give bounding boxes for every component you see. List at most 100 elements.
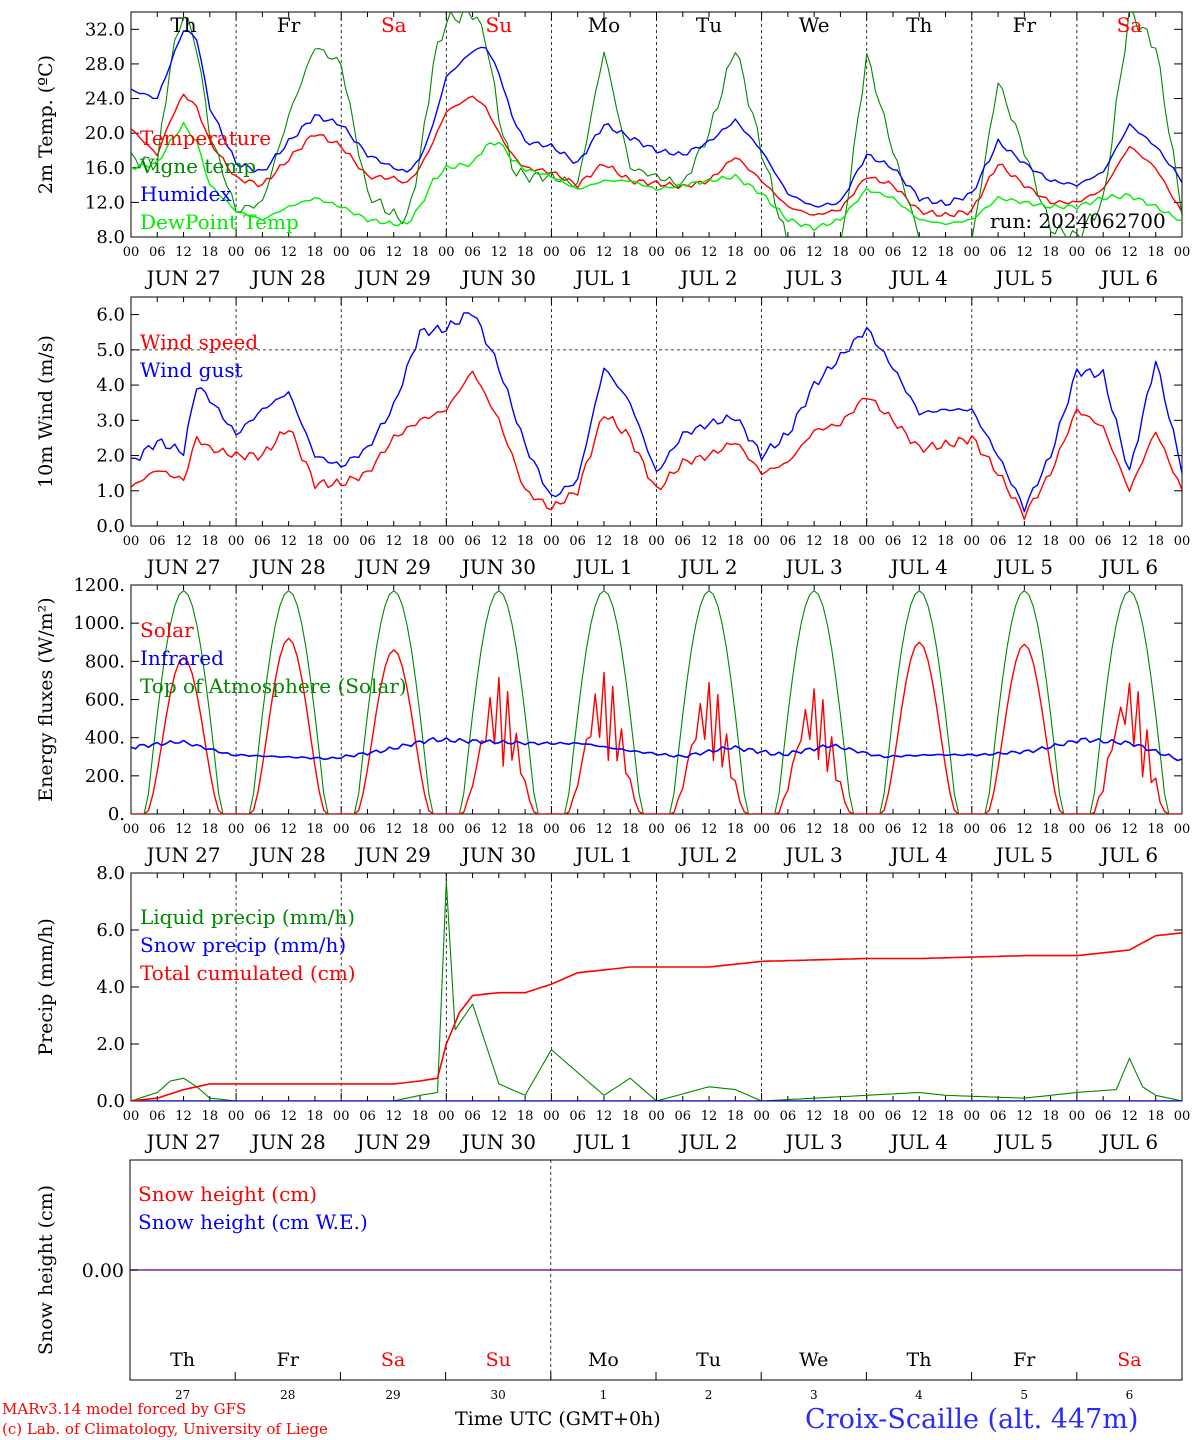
date-label: JUL 6: [1099, 1130, 1158, 1154]
hour-tick-label: 06: [359, 534, 376, 549]
hour-tick-label: 12: [1121, 822, 1138, 837]
legend-entry: Temperature: [140, 126, 271, 150]
y-axis-label: Precip (mm/h): [35, 918, 57, 1056]
hour-tick-label: 12: [1016, 534, 1033, 549]
day-number-label: 28: [280, 1388, 295, 1402]
hour-tick-label: 06: [359, 822, 376, 837]
day-number-label: 4: [915, 1388, 923, 1402]
series-line-infrared: [131, 736, 1182, 762]
weekday-label: Fr: [277, 1349, 300, 1371]
hour-tick-label: 18: [622, 245, 639, 260]
y-tick-label: 0.0: [96, 1091, 125, 1112]
legend-entry: Vigne temp: [139, 154, 256, 178]
weekday-label: Fr: [1013, 13, 1037, 37]
hour-tick-label: 18: [937, 534, 954, 549]
hour-tick-label: 12: [175, 245, 192, 260]
hour-tick-label: 18: [1042, 822, 1059, 837]
hour-tick-label: 06: [1095, 245, 1112, 260]
hour-tick-label: 12: [491, 822, 508, 837]
y-tick-label: 0.0: [96, 516, 125, 537]
y-axis-label: Snow height (cm): [35, 1185, 57, 1355]
hour-tick-label: 00: [964, 534, 981, 549]
date-label: JUL 4: [889, 843, 948, 867]
hour-tick-label: 00: [964, 245, 981, 260]
date-label: JUL 2: [678, 555, 737, 579]
weekday-label: Mo: [588, 1349, 619, 1371]
hour-tick-label: 00: [438, 245, 455, 260]
day-number-label: 3: [810, 1388, 818, 1402]
date-label: JUN 30: [460, 843, 536, 867]
date-label: JUN 28: [250, 266, 326, 290]
hour-tick-label: 00: [964, 822, 981, 837]
hour-tick-label: 12: [1121, 245, 1138, 260]
hour-tick-label: 06: [359, 245, 376, 260]
hour-tick-label: 18: [832, 1109, 849, 1124]
hour-tick-label: 06: [149, 1109, 166, 1124]
hour-tick-label: 12: [175, 822, 192, 837]
hour-tick-label: 06: [675, 1109, 692, 1124]
run-label: run: 2024062700: [990, 209, 1166, 233]
day-number-label: 5: [1020, 1388, 1028, 1402]
weekday-label: Fr: [277, 13, 301, 37]
y-tick-label: 6.0: [96, 305, 125, 326]
hour-tick-label: 12: [596, 1109, 613, 1124]
x-axis-label: Time UTC (GMT+0h): [455, 1408, 661, 1430]
hour-tick-label: 12: [596, 534, 613, 549]
legend-entry: Total cumulated (cm): [140, 961, 356, 985]
date-label: JUL 2: [678, 266, 737, 290]
hour-tick-label: 06: [675, 822, 692, 837]
legend-entry: Wind gust: [140, 358, 243, 382]
hour-tick-label: 00: [858, 534, 875, 549]
day-number-label: 27: [175, 1388, 190, 1402]
hour-tick-label: 00: [858, 822, 875, 837]
hour-tick-label: 00: [648, 534, 665, 549]
series-line-dewpoint-temp: [131, 121, 1182, 232]
date-label: JUL 1: [573, 555, 632, 579]
hour-tick-label: 18: [622, 822, 639, 837]
y-tick-label: 32.0: [85, 19, 125, 40]
hour-tick-label: 12: [806, 534, 823, 549]
date-label: JUL 3: [784, 555, 843, 579]
y-tick-label: 200.: [85, 766, 125, 787]
chart-panel-2: 00 06 12 18 00 06 12 18 00 06 12 18 00 06 12 18 00 06 12 18…: [35, 296, 1190, 579]
series-line-humidex: [131, 29, 1182, 208]
date-label: JUL 6: [1099, 555, 1158, 579]
weekday-label: Fr: [1013, 1349, 1036, 1371]
hour-tick-label: 00: [543, 822, 560, 837]
hour-tick-label: 06: [254, 245, 271, 260]
y-tick-label: 28.0: [85, 54, 125, 75]
hour-tick-label: 06: [780, 1109, 797, 1124]
legend-entry: Infrared: [140, 646, 224, 670]
hour-tick-label: 12: [806, 1109, 823, 1124]
hour-tick-label: 00: [858, 245, 875, 260]
hour-tick-label: 18: [937, 1109, 954, 1124]
hour-tick-label: 06: [149, 245, 166, 260]
hour-tick-label: 18: [412, 534, 429, 549]
hour-tick-label: 18: [622, 1109, 639, 1124]
hour-tick-label: 00: [1069, 534, 1086, 549]
hour-tick-label: 12: [175, 534, 192, 549]
y-axis-label: 10m Wind (m/s): [35, 335, 57, 488]
hour-tick-label: 18: [832, 245, 849, 260]
hour-tick-label: 18: [1042, 245, 1059, 260]
hour-tick-label: 06: [780, 245, 797, 260]
series-line-top-of-atmosphere: [131, 590, 1182, 814]
hour-tick-label: 06: [254, 1109, 271, 1124]
hour-tick-label: 18: [307, 1109, 324, 1124]
hour-tick-label: 06: [569, 822, 586, 837]
hour-tick-label: 00: [753, 245, 770, 260]
date-label: JUL 3: [784, 266, 843, 290]
hour-tick-label: 06: [464, 245, 481, 260]
date-label: JUL 6: [1099, 843, 1158, 867]
series-group: [131, 880, 1182, 1101]
hour-tick-label: 06: [885, 1109, 902, 1124]
hour-tick-label: 06: [464, 534, 481, 549]
legend-entry: Liquid precip (mm/h): [140, 905, 355, 929]
hour-tick-label: 18: [412, 245, 429, 260]
hour-tick-label: 18: [517, 245, 534, 260]
hour-tick-label: 18: [937, 245, 954, 260]
hour-tick-label: 06: [1095, 534, 1112, 549]
hour-tick-label: 00: [333, 245, 350, 260]
hour-tick-label: 12: [1016, 1109, 1033, 1124]
date-label: JUL 3: [784, 1130, 843, 1154]
